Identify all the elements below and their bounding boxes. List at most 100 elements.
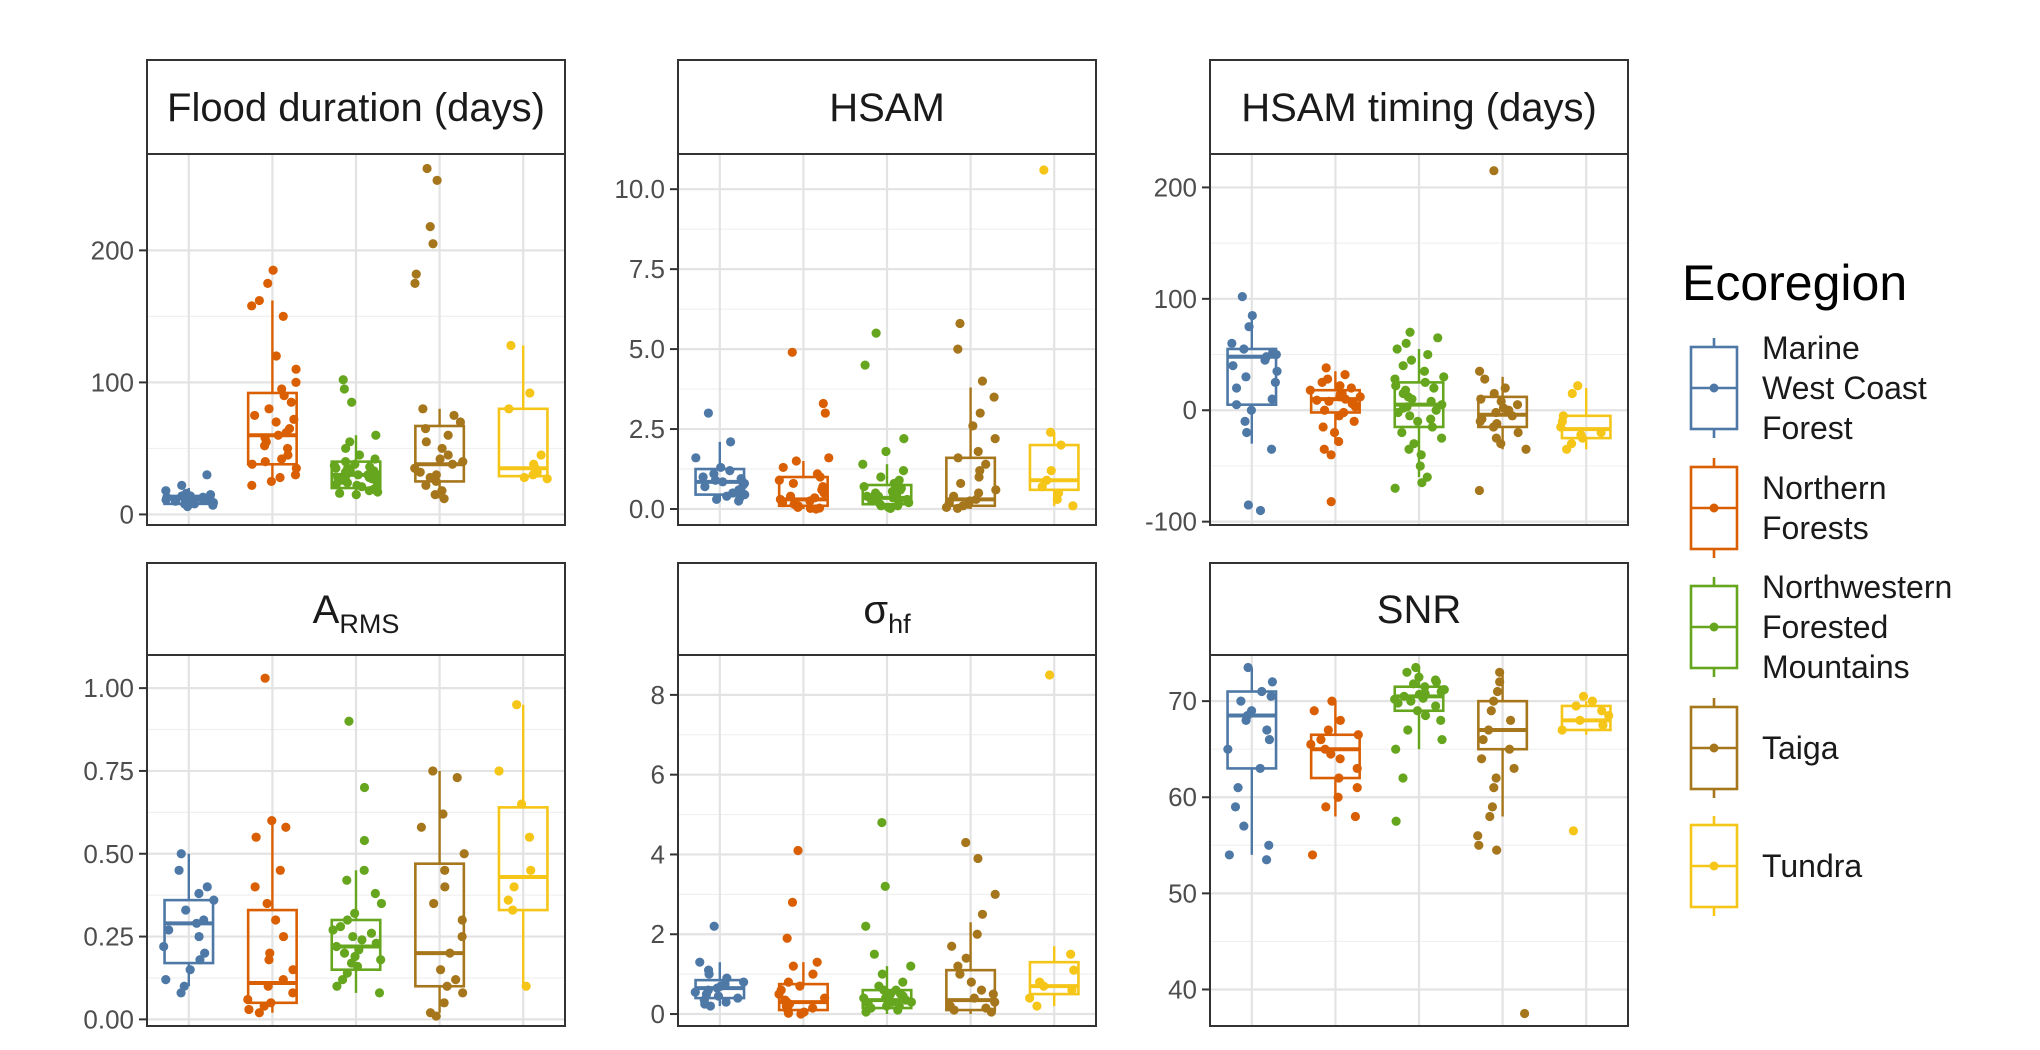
data-point (725, 466, 735, 476)
data-point (452, 772, 462, 783)
data-point (177, 480, 187, 490)
data-point (721, 997, 731, 1007)
data-point (722, 491, 732, 501)
box-group (329, 375, 383, 500)
data-point (411, 269, 421, 279)
data-point (440, 882, 450, 892)
data-point (1039, 165, 1049, 175)
data-point (443, 430, 453, 440)
data-point (1032, 1001, 1042, 1011)
data-point (893, 1005, 903, 1015)
box-group (1473, 667, 1530, 1019)
data-point (1504, 405, 1514, 415)
data-point (332, 981, 342, 991)
box (497, 407, 549, 478)
data-point (1400, 385, 1411, 395)
box-group (1557, 691, 1614, 836)
data-point (254, 295, 264, 306)
data-point (1321, 363, 1331, 373)
data-point (182, 501, 193, 512)
data-point (348, 931, 358, 942)
data-point (516, 799, 527, 809)
data-point (1437, 734, 1447, 745)
data-point (953, 453, 963, 463)
data-point (956, 478, 966, 489)
data-point (195, 955, 205, 965)
data-point (509, 882, 519, 892)
data-point (1489, 783, 1499, 793)
data-point (1321, 802, 1331, 812)
data-point (337, 975, 348, 985)
data-point (1334, 436, 1344, 447)
data-point (420, 424, 431, 434)
data-point (782, 933, 792, 943)
box-group (858, 328, 914, 513)
box (1477, 699, 1529, 751)
data-point (1436, 715, 1446, 725)
data-point (1052, 494, 1062, 505)
data-point (1391, 816, 1401, 826)
data-point (1316, 734, 1326, 745)
data-point (1231, 383, 1242, 393)
data-point (288, 965, 298, 975)
data-point (278, 311, 288, 321)
data-point (421, 480, 431, 490)
data-point (1575, 715, 1585, 725)
panel-border (677, 153, 1097, 526)
data-point (953, 961, 963, 971)
data-point (820, 408, 830, 418)
data-point (371, 938, 381, 948)
data-point (503, 895, 513, 905)
data-point (254, 1008, 264, 1018)
data-point (1491, 773, 1501, 783)
data-point (1492, 845, 1502, 855)
data-point (1489, 166, 1499, 176)
panel-border (146, 654, 566, 1027)
data-point (1349, 416, 1359, 426)
y-tick-label: 100 (91, 367, 134, 397)
data-point (876, 472, 886, 482)
data-point (260, 673, 270, 683)
data-point (1333, 792, 1343, 802)
data-point (1335, 715, 1345, 725)
data-point (881, 446, 891, 457)
facet-panel: HSAM timing (days) -100 0 100 200 (1145, 59, 1629, 537)
data-point (1473, 831, 1483, 841)
facet-strip (1209, 562, 1629, 656)
data-point (290, 470, 301, 480)
data-point (1415, 461, 1425, 471)
data-point (291, 377, 301, 388)
data-point (691, 453, 701, 463)
data-point (1419, 366, 1430, 376)
y-tick-label: 7.5 (629, 254, 665, 284)
data-point (273, 430, 283, 440)
data-point (347, 397, 357, 407)
data-point (1255, 763, 1265, 774)
data-point (1476, 394, 1486, 404)
data-point (783, 1008, 794, 1018)
data-point (282, 443, 293, 454)
data-point (1242, 427, 1252, 438)
box-group (161, 470, 219, 512)
y-tick-label: 2 (651, 919, 665, 949)
data-point (1427, 422, 1437, 432)
data-point (350, 459, 360, 469)
data-point (1411, 662, 1421, 673)
data-point (429, 898, 439, 909)
facet-panel: HSAM 0.0 2.5 5.0 7.5 10.0 (614, 59, 1097, 526)
data-point (339, 384, 349, 394)
data-point (1267, 394, 1277, 404)
data-point (1257, 686, 1267, 697)
legend-label: Forested (1762, 609, 1888, 645)
data-point (725, 437, 736, 447)
data-point (973, 446, 983, 457)
y-tick-label: 0 (651, 999, 665, 1029)
data-point (260, 457, 270, 467)
data-point (174, 865, 184, 875)
data-point (1068, 501, 1078, 511)
data-point (331, 941, 342, 952)
data-point (1056, 440, 1066, 450)
data-point (443, 450, 453, 460)
box (1226, 347, 1278, 406)
data-point (1492, 419, 1502, 429)
